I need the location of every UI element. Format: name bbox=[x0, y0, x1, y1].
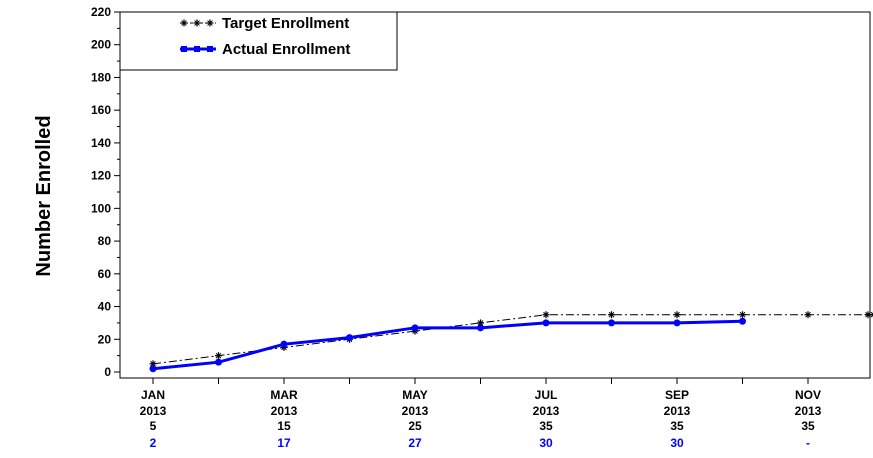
x-label-month: JAN bbox=[141, 388, 165, 402]
y-tick-label: 140 bbox=[91, 136, 111, 150]
target-enrollment-line bbox=[152, 314, 873, 365]
target-point bbox=[804, 311, 812, 319]
actual-point bbox=[215, 358, 222, 366]
actual-point bbox=[673, 319, 681, 327]
actual-point bbox=[608, 319, 615, 327]
y-tick-label: 200 bbox=[91, 38, 111, 52]
actual-enrollment-line bbox=[152, 319, 743, 371]
legend-target-marker bbox=[193, 19, 201, 27]
actual-point bbox=[739, 317, 746, 325]
x-label-target: 35 bbox=[670, 419, 684, 433]
y-tick-label: 0 bbox=[104, 365, 111, 379]
x-label-actual: 17 bbox=[277, 436, 291, 450]
y-axis-title: Number Enrolled bbox=[33, 115, 55, 276]
target-point bbox=[608, 311, 615, 319]
x-label-month: MAR bbox=[270, 388, 298, 402]
legend-target-marker bbox=[180, 19, 188, 27]
legend-label-actual: Actual Enrollment bbox=[222, 41, 350, 58]
actual-point bbox=[477, 324, 484, 332]
x-label-actual: 30 bbox=[539, 436, 553, 450]
x-label-year: 2013 bbox=[533, 404, 560, 418]
y-tick-label: 20 bbox=[98, 332, 112, 346]
target-point bbox=[673, 311, 681, 319]
legend-target-marker bbox=[206, 19, 214, 27]
x-label-month: NOV bbox=[795, 388, 821, 402]
x-label-month: JUL bbox=[535, 388, 558, 402]
x-label-month: MAY bbox=[402, 388, 428, 402]
target-point bbox=[739, 311, 746, 319]
target-point bbox=[542, 311, 550, 319]
x-label-year: 2013 bbox=[664, 404, 691, 418]
legend-actual-marker bbox=[194, 46, 200, 52]
x-label-target: 25 bbox=[408, 419, 422, 433]
y-tick-label: 100 bbox=[91, 201, 111, 215]
x-label-year: 2013 bbox=[402, 404, 429, 418]
y-tick-label: 80 bbox=[98, 234, 112, 248]
x-label-year: 2013 bbox=[795, 404, 822, 418]
target-point bbox=[864, 311, 872, 319]
y-tick-label: 160 bbox=[91, 103, 111, 117]
y-tick-label: 220 bbox=[91, 5, 111, 19]
x-label-actual: 27 bbox=[408, 436, 422, 450]
y-tick-label: 40 bbox=[98, 300, 112, 314]
actual-point bbox=[149, 365, 157, 373]
legend-box bbox=[119, 11, 398, 71]
y-tick-label: 60 bbox=[98, 267, 112, 281]
legend-actual-marker bbox=[207, 46, 213, 52]
actual-point bbox=[411, 324, 419, 332]
actual-point bbox=[542, 319, 550, 327]
x-label-target: 5 bbox=[150, 419, 157, 433]
x-label-target: 35 bbox=[801, 419, 815, 433]
actual-point bbox=[280, 340, 288, 348]
x-label-target: 35 bbox=[539, 419, 553, 433]
x-label-month: SEP bbox=[665, 388, 689, 402]
x-label-actual: 30 bbox=[670, 436, 684, 450]
plot-frame bbox=[119, 11, 871, 379]
actual-point bbox=[346, 334, 353, 342]
x-label-year: 2013 bbox=[271, 404, 298, 418]
legend-label-target: Target Enrollment bbox=[222, 15, 349, 32]
legend-actual-marker bbox=[181, 46, 187, 52]
x-label-year: 2013 bbox=[140, 404, 167, 418]
legend: Target Enrollment Actual Enrollment bbox=[119, 11, 398, 71]
target-point bbox=[215, 352, 222, 360]
y-tick-label: 120 bbox=[91, 169, 111, 183]
x-label-actual: - bbox=[806, 436, 810, 450]
x-label-actual: 2 bbox=[150, 436, 157, 450]
x-label-target: 15 bbox=[277, 419, 291, 433]
y-tick-label: 180 bbox=[91, 70, 111, 84]
